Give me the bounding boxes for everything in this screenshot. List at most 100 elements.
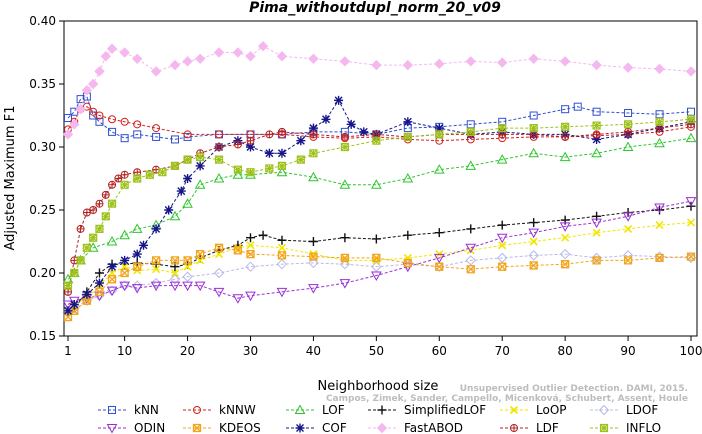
data-point: [151, 224, 161, 234]
legend-item-ldof: LDOF: [590, 403, 658, 417]
data-point: [108, 180, 117, 189]
data-point: [182, 271, 193, 282]
data-point: [133, 120, 142, 129]
data-point: [510, 424, 518, 432]
y-tick-label: 0.30: [29, 140, 56, 154]
data-point: [183, 155, 192, 164]
legend-item-kdeos: KDEOS: [183, 421, 261, 434]
data-point: [164, 205, 174, 215]
data-point: [278, 128, 286, 136]
data-point: [114, 175, 122, 182]
data-point: [465, 243, 477, 254]
data-point: [94, 278, 104, 288]
data-point: [599, 423, 609, 433]
data-point: [359, 127, 369, 137]
data-point: [339, 56, 351, 67]
data-point: [371, 261, 382, 272]
data-point: [82, 296, 92, 305]
data-point: [655, 253, 664, 263]
data-point: [655, 205, 665, 215]
data-point: [182, 281, 193, 292]
series-ldf: [64, 120, 695, 296]
legend-item-inflo: INFLO: [590, 421, 661, 434]
data-point: [77, 225, 85, 233]
data-point: [102, 191, 110, 199]
legend-label: SimplifiedLOF: [404, 403, 486, 417]
data-point: [334, 95, 344, 105]
data-point: [402, 59, 414, 71]
data-point: [132, 280, 143, 291]
y-tick-label: 0.40: [29, 14, 56, 28]
data-point: [87, 78, 99, 90]
data-point: [169, 281, 181, 292]
data-point: [68, 296, 80, 307]
data-point: [592, 121, 601, 130]
x-tick-label: 60: [432, 344, 447, 358]
series-line: [67, 123, 692, 292]
data-point: [246, 241, 255, 250]
data-point: [308, 53, 319, 65]
data-point: [370, 271, 382, 282]
data-point: [403, 230, 413, 240]
data-point: [120, 134, 129, 143]
x-tick-label: 100: [680, 344, 702, 358]
data-point: [214, 243, 224, 252]
series-line: [67, 222, 692, 312]
data-point: [591, 59, 602, 71]
y-tick-label: 0.25: [29, 203, 56, 217]
data-point: [277, 235, 287, 245]
data-point: [89, 233, 98, 242]
data-point: [101, 190, 110, 199]
data-point: [234, 140, 242, 148]
data-point: [496, 154, 508, 164]
data-point: [309, 250, 318, 259]
data-point: [213, 287, 225, 298]
data-point: [107, 199, 117, 208]
data-point: [573, 102, 582, 111]
data-point: [63, 306, 73, 316]
data-point: [131, 284, 143, 294]
y-axis-label: Adjusted Maximum F1: [3, 106, 18, 251]
legend-label: COF: [322, 421, 347, 434]
data-point: [624, 224, 633, 233]
data-point: [295, 423, 305, 433]
data-point: [183, 256, 192, 265]
data-point: [466, 127, 475, 136]
data-point: [245, 261, 256, 272]
series-line: [67, 118, 692, 286]
data-point: [622, 212, 634, 222]
series-odin: [62, 197, 697, 311]
data-point: [120, 180, 129, 189]
data-point: [100, 51, 111, 62]
x-tick-label: 70: [495, 344, 510, 358]
data-point: [465, 56, 476, 67]
data-point: [296, 155, 305, 164]
data-point: [497, 220, 507, 230]
data-point: [232, 294, 244, 304]
data-point: [402, 172, 414, 183]
legend-label: KDEOS: [219, 421, 261, 434]
data-point: [150, 277, 162, 289]
data-point: [139, 240, 149, 250]
data-point: [309, 130, 317, 138]
y-axis: 0.15 0.20 0.25 0.30 0.35 0.40: [29, 14, 64, 343]
legend-item-knnw: kNNW: [183, 403, 256, 417]
data-point: [194, 179, 206, 189]
data-point: [623, 120, 633, 129]
data-point: [624, 108, 633, 117]
data-point: [133, 262, 142, 271]
series-line: [67, 253, 692, 312]
data-point: [107, 262, 117, 272]
data-point: [176, 186, 186, 196]
data-point: [69, 119, 80, 130]
data-point: [308, 257, 319, 269]
legend-label: LDF: [536, 421, 559, 434]
data-point: [559, 151, 571, 162]
data-point: [194, 281, 206, 292]
series-inflo: [63, 115, 696, 290]
data-point: [277, 251, 287, 260]
legend-label: kNNW: [219, 403, 256, 417]
data-point: [245, 291, 256, 302]
data-point: [434, 58, 445, 70]
data-point: [119, 47, 130, 58]
